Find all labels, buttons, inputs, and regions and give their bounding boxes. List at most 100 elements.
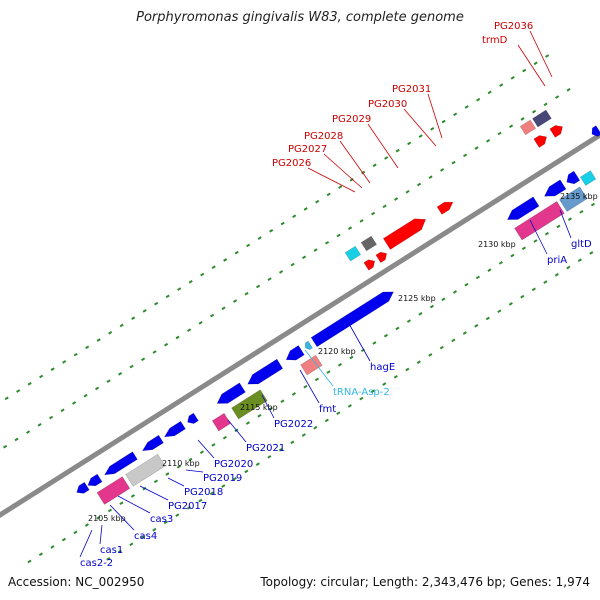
leader-line — [99, 524, 103, 545]
tick-track-inner-bottom — [268, 406, 273, 411]
leader-line — [139, 485, 169, 501]
tick-track-outer-bottom — [451, 338, 456, 343]
tick-track-outer-bottom — [255, 462, 260, 466]
tick-track-inner-top — [474, 146, 479, 150]
leader-line — [304, 349, 334, 387]
gene-PG2031 — [436, 201, 454, 215]
tick-track-inner-bottom — [349, 355, 354, 360]
tick-track-inner-top — [164, 342, 169, 347]
tick-track-outer-top — [407, 141, 412, 146]
tick-track-outer-bottom — [313, 425, 318, 430]
tick-track-outer-bottom — [301, 433, 306, 437]
tick-track-outer-bottom — [221, 484, 226, 488]
tick-track-outer-bottom — [359, 396, 364, 401]
tick-track-outer-top — [177, 287, 182, 291]
tick-track-inner-top — [566, 87, 571, 92]
tick-track-outer-top — [361, 170, 366, 175]
gene-cas1 — [87, 473, 103, 487]
gene-label-fmt: fmt — [319, 404, 336, 415]
tick-track-inner-top — [210, 313, 215, 318]
tick-track-outer-top — [223, 258, 228, 262]
tick-track-inner-bottom — [176, 464, 181, 469]
tick-track-inner-top — [302, 255, 307, 260]
tick-track-inner-top — [221, 306, 226, 311]
tick-track-outer-top — [499, 83, 504, 87]
tick-track-inner-bottom — [50, 545, 55, 549]
tick-track-inner-bottom — [464, 282, 469, 287]
tick-track-inner-bottom — [165, 472, 170, 476]
gene-PG2021-block — [231, 389, 268, 420]
tick-track-inner-bottom — [38, 552, 43, 556]
tick-track-outer-bottom — [520, 294, 525, 299]
tick-track-inner-bottom — [418, 312, 423, 316]
tick-track-outer-bottom — [462, 331, 467, 335]
gene-label-PG2021: PG2021 — [246, 443, 285, 454]
tick-track-inner-top — [382, 204, 387, 209]
gene-PG2019-block — [211, 412, 231, 432]
leader-line — [517, 44, 546, 87]
gene-label-PG2027: PG2027 — [288, 144, 327, 155]
gene-PG2030 — [382, 218, 427, 250]
tick-track-inner-bottom — [314, 377, 319, 382]
tick-track-outer-top — [395, 148, 400, 153]
tick-track-outer-top — [50, 367, 55, 372]
tick-track-outer-top — [545, 54, 550, 58]
gene-label-PG2026: PG2026 — [272, 158, 311, 169]
gene-label-PG2017: PG2017 — [168, 501, 207, 512]
gene-label-cas3: cas3 — [150, 514, 173, 525]
tick-track-inner-bottom — [280, 399, 285, 404]
tick-track-outer-bottom — [324, 418, 329, 423]
gene-label-PG2022: PG2022 — [274, 419, 313, 430]
gene-label-hagE: hagE — [370, 362, 395, 373]
tick-track-outer-bottom — [140, 535, 145, 539]
gene-salmon-block — [300, 354, 323, 376]
tick-track-inner-bottom — [27, 559, 32, 564]
tick-track-inner-bottom — [533, 239, 538, 243]
tick-track-inner-top — [83, 393, 88, 398]
tick-track-outer-top — [280, 221, 285, 226]
tick-track-outer-bottom — [129, 542, 134, 547]
kbp-label: 2115 kbp — [240, 403, 278, 412]
kbp-label: 2120 kbp — [318, 347, 356, 356]
tick-track-outer-top — [464, 105, 469, 109]
tick-track-inner-top — [359, 219, 364, 223]
tick-track-inner-top — [543, 102, 548, 107]
gene-label-PG2028: PG2028 — [304, 131, 343, 142]
tick-track-outer-bottom — [497, 309, 502, 314]
leader-line — [167, 477, 185, 487]
gene-label-PG2018: PG2018 — [184, 487, 223, 498]
tick-track-inner-top — [3, 444, 8, 449]
tick-track-inner-top — [532, 109, 537, 114]
leader-line — [307, 167, 356, 193]
kbp-label: 2130 kbp — [478, 240, 516, 249]
leader-line — [109, 504, 135, 531]
tick-track-inner-bottom — [567, 217, 572, 221]
gene-cds-right-3 — [566, 170, 581, 185]
tick-track-outer-top — [487, 90, 492, 95]
tick-track-outer-top — [269, 229, 274, 233]
tick-track-outer-top — [430, 127, 435, 131]
tick-track-inner-top — [313, 248, 318, 252]
gene-pink-block — [96, 476, 131, 505]
tick-track-outer-top — [418, 134, 423, 138]
tick-track-inner-top — [256, 284, 261, 289]
gene-PG2020 — [216, 382, 246, 404]
genome-backbone — [0, 132, 600, 518]
tick-track-inner-top — [428, 175, 433, 180]
tick-track-inner-top — [348, 226, 353, 230]
tick-track-inner-bottom — [199, 450, 204, 455]
leader-line — [261, 394, 275, 419]
kbp-label: 2110 kbp — [162, 459, 200, 468]
tick-track-outer-top — [16, 389, 21, 393]
tick-track-inner-bottom — [61, 537, 66, 542]
tick-track-outer-bottom — [439, 345, 444, 350]
gene-label-PG2019: PG2019 — [203, 473, 242, 484]
tick-track-inner-top — [451, 160, 456, 165]
tick-track-outer-top — [85, 345, 90, 350]
tick-track-inner-top — [233, 299, 238, 303]
gene-label-cas2-2: cas2-2 — [80, 558, 113, 569]
tick-track-inner-top — [267, 277, 272, 281]
tick-track-outer-bottom — [163, 520, 168, 525]
tick-track-inner-bottom — [498, 261, 503, 265]
